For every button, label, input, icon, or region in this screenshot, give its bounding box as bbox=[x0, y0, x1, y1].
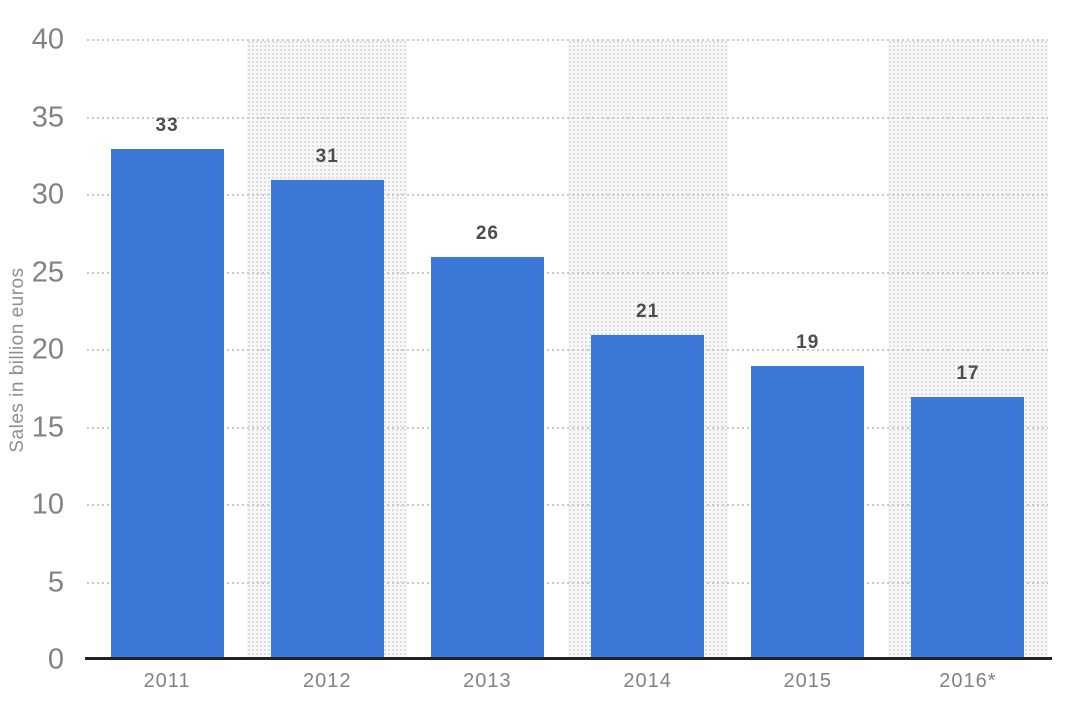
plot-area: 33 31 26 21 19 17 bbox=[87, 39, 1048, 660]
x-axis-tick-labels: 2011 2012 2013 2014 2015 2016* bbox=[87, 668, 1048, 698]
gridline-30 bbox=[87, 194, 1048, 196]
bar-value-label-2011: 33 bbox=[155, 114, 179, 136]
bar-2012 bbox=[270, 179, 384, 660]
bar-2016* bbox=[911, 396, 1025, 660]
gridline-10 bbox=[87, 504, 1048, 506]
y-tick-label-0: 0 bbox=[47, 643, 64, 676]
x-axis-line bbox=[85, 657, 1052, 660]
gridline-40 bbox=[87, 39, 1048, 41]
y-tick-label-15: 15 bbox=[31, 411, 64, 443]
bar-value-label-2014: 21 bbox=[636, 300, 660, 322]
y-tick-label-35: 35 bbox=[31, 101, 64, 133]
x-tick-label-2011: 2011 bbox=[143, 670, 191, 692]
x-tick-label-2015: 2015 bbox=[783, 670, 832, 692]
gridline-25 bbox=[87, 271, 1048, 274]
gridline-15 bbox=[87, 426, 1048, 429]
y-tick-label-40: 40 bbox=[31, 23, 64, 56]
bar-2014 bbox=[591, 334, 705, 660]
bar-2011 bbox=[110, 148, 224, 660]
x-tick-label-2016*: 2016* bbox=[939, 670, 997, 692]
y-axis-tick-labels: 0 5 10 15 20 25 30 35 40 bbox=[0, 25, 66, 674]
y-tick-label-25: 25 bbox=[31, 256, 64, 288]
gridline-5 bbox=[87, 581, 1048, 584]
bar-value-label-2015: 19 bbox=[796, 331, 820, 353]
bar-2013 bbox=[430, 257, 544, 660]
gridline-35 bbox=[87, 116, 1048, 119]
y-tick-label-20: 20 bbox=[31, 333, 64, 366]
bar-value-label-2016*: 17 bbox=[956, 362, 980, 384]
y-tick-label-5: 5 bbox=[47, 566, 64, 598]
bar-2015 bbox=[751, 365, 865, 660]
x-tick-label-2012: 2012 bbox=[302, 670, 352, 692]
y-tick-label-10: 10 bbox=[31, 488, 64, 521]
bar-value-label-2012: 31 bbox=[315, 145, 339, 167]
y-tick-label-30: 30 bbox=[31, 178, 64, 211]
x-tick-label-2013: 2013 bbox=[463, 670, 512, 692]
gridline-20 bbox=[87, 349, 1048, 351]
x-tick-label-2014: 2014 bbox=[623, 670, 672, 692]
bar-value-label-2013: 26 bbox=[475, 223, 499, 244]
